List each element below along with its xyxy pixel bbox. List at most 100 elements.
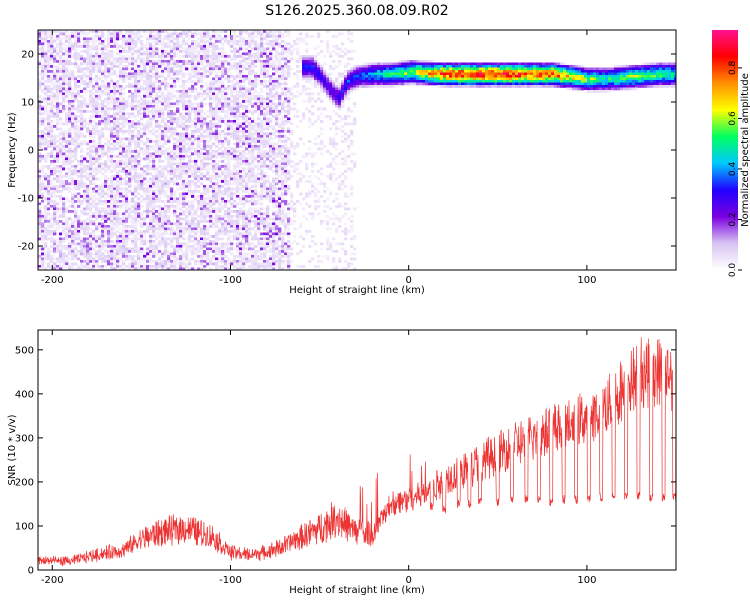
heat-cell [107, 252, 111, 256]
heat-cell [173, 155, 177, 158]
heat-cell [152, 147, 156, 151]
heat-cell [101, 195, 105, 198]
heat-cell [95, 202, 99, 206]
heat-cell [209, 177, 213, 181]
heat-cell [68, 52, 72, 56]
heat-cell [155, 72, 159, 76]
heat-cell [197, 262, 201, 266]
heat-cell [227, 35, 231, 38]
heat-cell [68, 152, 72, 156]
heat-cell [44, 145, 48, 148]
heat-cell [44, 127, 48, 131]
heat-cell [95, 212, 99, 216]
heat-cell [182, 47, 186, 51]
heat-cell [137, 237, 141, 241]
heat-cell [203, 70, 207, 73]
heat-cell [41, 265, 45, 268]
heat-cell [215, 52, 219, 56]
heat-cell [56, 202, 60, 206]
heat-cell [107, 192, 111, 196]
heat-cell [56, 52, 60, 56]
heat-cell [191, 105, 195, 108]
heat-cell [125, 152, 129, 156]
heat-cell [113, 90, 117, 93]
heat-cell [107, 182, 111, 186]
heat-cell [188, 87, 192, 91]
heat-cell [113, 232, 117, 236]
heat-cell [230, 215, 234, 218]
heat-cell [47, 217, 51, 221]
heat-cell [191, 182, 195, 186]
heat-cell [38, 167, 42, 171]
heat-cell [125, 257, 129, 261]
heat-cell [200, 137, 204, 141]
heat-cell [239, 265, 243, 268]
heat-cell [128, 77, 132, 81]
heat-cell [173, 120, 177, 123]
heat-cell [212, 30, 216, 33]
heat-cell [68, 47, 72, 51]
heat-cell [134, 77, 138, 81]
heat-cell [185, 125, 189, 128]
heat-cell [140, 117, 144, 121]
heat-cell [161, 55, 165, 58]
heat-cell [128, 155, 132, 158]
heat-cell [122, 195, 126, 198]
heat-cell [62, 152, 66, 156]
heat-cell [209, 195, 213, 198]
heat-cell [242, 232, 246, 236]
heat-cell [44, 155, 48, 158]
heat-cell [44, 185, 48, 188]
heat-cell [107, 37, 111, 41]
heat-cell [143, 197, 147, 201]
heat-cell [119, 72, 123, 76]
heat-cell [185, 222, 189, 226]
heat-cell [239, 257, 243, 261]
heat-cell [77, 217, 81, 221]
heat-cell [149, 260, 153, 263]
heat-cell [239, 182, 243, 186]
heat-cell [104, 67, 108, 71]
heat-cell [140, 197, 144, 201]
heat-cell [158, 60, 162, 63]
heat-cell [194, 90, 198, 93]
heat-cell [212, 235, 216, 238]
heat-cell [128, 45, 132, 48]
heat-cell [164, 227, 168, 231]
heat-cell [128, 50, 132, 53]
heat-cell [242, 142, 246, 146]
heat-cell [215, 45, 219, 48]
heat-cell [104, 260, 108, 263]
heat-cell [77, 175, 81, 178]
heat-cell [155, 237, 159, 241]
heat-cell [116, 120, 120, 123]
heat-cell [86, 242, 90, 246]
heat-cell [167, 210, 171, 213]
heat-cell [44, 107, 48, 111]
heat-cell [140, 242, 144, 246]
heat-cell [98, 75, 102, 78]
heat-cell [188, 212, 192, 216]
heat-cell [155, 190, 159, 193]
heat-cell [83, 80, 87, 83]
heat-cell [155, 62, 159, 66]
heat-cell [143, 190, 147, 193]
heat-cell [233, 65, 237, 68]
heat-cell [98, 145, 102, 148]
heat-cell [140, 225, 144, 228]
heat-cell [68, 100, 72, 103]
heat-cell [86, 240, 90, 243]
heat-cell [245, 242, 249, 246]
heat-cell [209, 37, 213, 41]
heat-cell [158, 227, 162, 231]
heat-cell [221, 160, 225, 163]
heat-cell [182, 187, 186, 191]
heat-cell [200, 147, 204, 151]
heat-cell [119, 52, 123, 56]
heat-cell [236, 177, 240, 181]
heat-cell [122, 80, 126, 83]
heat-cell [224, 260, 228, 263]
heat-cell [59, 95, 63, 98]
heat-cell [185, 172, 189, 176]
heat-cell [38, 190, 42, 193]
